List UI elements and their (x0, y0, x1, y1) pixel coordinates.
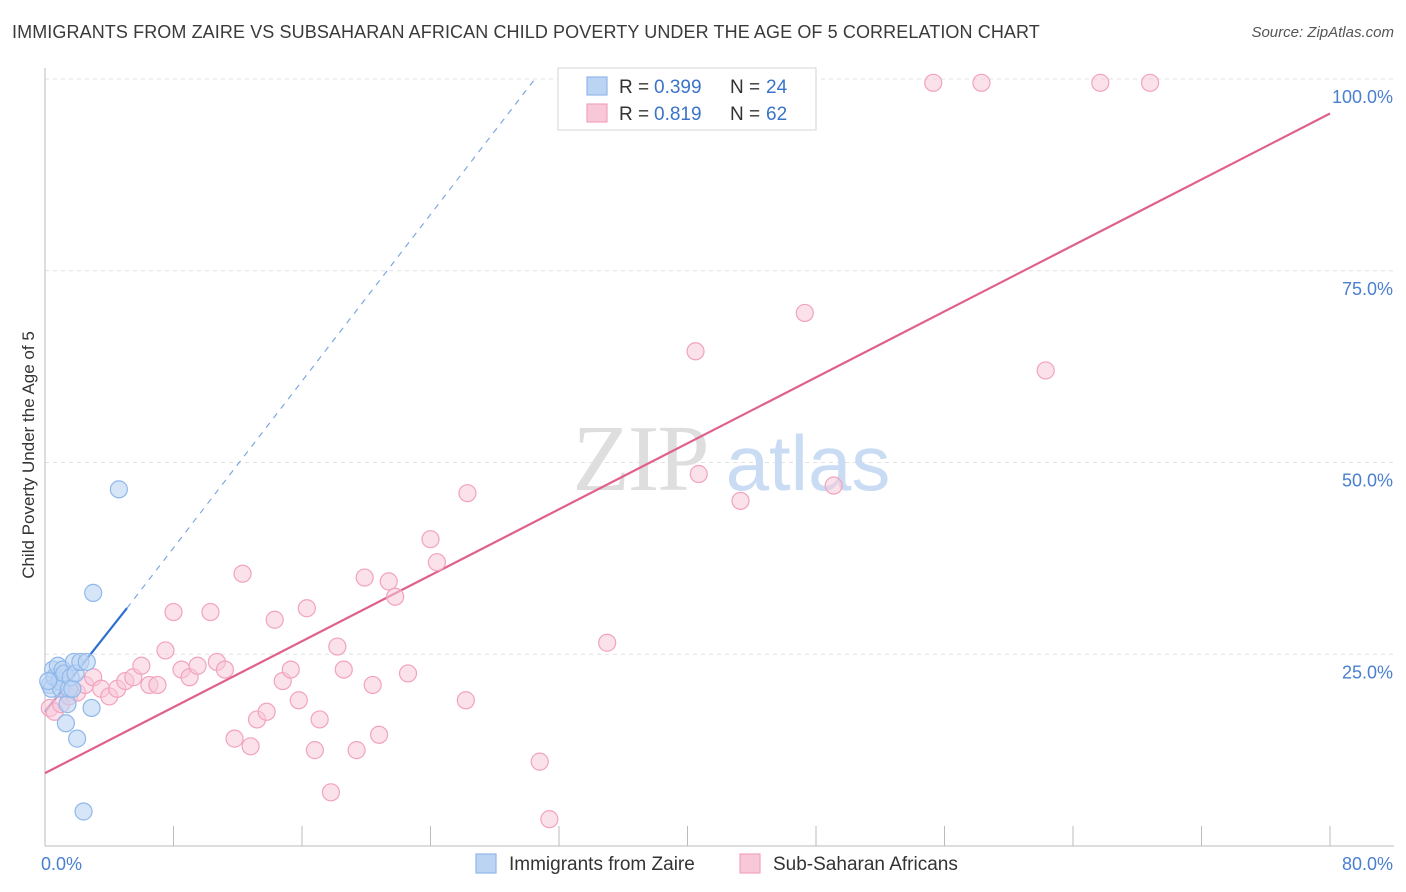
zaire-point-19 (77, 652, 96, 672)
subsaharan-point-52 (686, 342, 705, 361)
stats-n-value-0: 24 (766, 77, 788, 98)
zaire-point-16 (68, 729, 87, 748)
subsaharan-point-37 (334, 660, 353, 679)
y-tick-labels: 25.0% 50.0% 75.0% 100.0% (1332, 87, 1393, 682)
subsaharan-point-27 (257, 702, 276, 721)
stats-r-label-0: R = (619, 77, 649, 98)
subsaharan-point-49 (530, 752, 549, 771)
subsaharan-point-48 (458, 484, 477, 503)
chart-title: IMMIGRANTS FROM ZAIRE VS SUBSAHARAN AFRI… (12, 22, 1040, 42)
subsaharan-point-56 (824, 476, 843, 495)
subsaharan-point-19 (188, 656, 207, 675)
subsaharan-point-39 (355, 568, 374, 587)
subsaharan-point-32 (297, 599, 316, 618)
y-tick-label-1: 50.0% (1342, 471, 1393, 491)
subsaharan-point-53 (689, 464, 708, 484)
subsaharan-point-30 (281, 660, 300, 679)
subsaharan-point-51 (598, 633, 617, 652)
x-tick-label-1: 80.0% (1342, 854, 1393, 874)
stats-r-label-1: R = (619, 104, 649, 125)
subsaharan-point-16 (164, 602, 183, 622)
subsaharan-point-57 (924, 73, 943, 92)
subsaharan-point-20 (201, 602, 220, 622)
y-tick-label-0: 25.0% (1342, 662, 1393, 682)
subsaharan-point-34 (310, 710, 329, 729)
zaire-point-10 (58, 695, 77, 714)
bottom-legend-label-1: Sub-Saharan Africans (773, 854, 958, 875)
y-axis-label: Child Poverty Under the Age of 5 (19, 331, 38, 579)
subsaharan-point-24 (233, 564, 252, 583)
zaire-point-9 (56, 714, 75, 733)
subsaharan-point-25 (241, 737, 260, 756)
subsaharan-point-46 (427, 553, 447, 572)
stats-legend-swatch-1 (586, 103, 608, 123)
stats-legend: R = 0.399 N = 24 R = 0.819 N = 62 (557, 67, 817, 131)
subsaharan-point-31 (289, 691, 308, 710)
subsaharan-point-41 (370, 725, 389, 744)
zaire-point-20 (82, 698, 101, 718)
source-credit: Source: ZipAtlas.com (1251, 24, 1394, 41)
subsaharan-point-47 (456, 691, 475, 710)
subsaharan-point-38 (347, 741, 366, 760)
stats-legend-swatch-0 (586, 76, 608, 96)
subsaharan-point-61 (1140, 73, 1160, 92)
watermark-zip: ZIP (573, 407, 708, 511)
zaire-point-22 (109, 480, 128, 499)
subsaharan-point-22 (215, 660, 234, 679)
stats-r-value-0: 0.399 (654, 77, 702, 98)
subsaharan-point-45 (421, 530, 440, 549)
stats-r-value-1: 0.819 (654, 104, 702, 125)
subsaharan-point-15 (156, 641, 175, 660)
y-tick-label-3: 100.0% (1332, 87, 1393, 107)
bottom-legend: Immigrants from Zaire Sub-Saharan African… (475, 853, 958, 875)
zaire-point-23 (39, 671, 58, 691)
bottom-legend-swatch-0 (475, 853, 497, 874)
subsaharan-point-43 (386, 587, 405, 606)
subsaharan-point-33 (305, 741, 324, 760)
subsaharan-point-50 (540, 810, 559, 829)
bottom-legend-swatch-1 (739, 853, 761, 874)
stats-n-label-1: N = (730, 104, 760, 125)
subsaharan-point-23 (225, 729, 244, 748)
stats-n-value-1: 62 (766, 104, 787, 125)
zaire-trend-extension (126, 78, 536, 609)
zaire-point-13 (63, 679, 82, 698)
subsaharan-point-14 (148, 675, 167, 695)
subsaharan-point-42 (379, 572, 398, 591)
zaire-point-21 (84, 583, 103, 602)
data-points (39, 73, 1160, 829)
stats-n-label-0: N = (730, 77, 760, 98)
subsaharan-point-12 (132, 656, 151, 675)
subsaharan-point-58 (972, 73, 991, 92)
subsaharan-point-55 (795, 303, 814, 323)
bottom-legend-label-0: Immigrants from Zaire (509, 854, 695, 875)
zaire-point-18 (74, 802, 93, 821)
subsaharan-trend-line (44, 112, 1331, 775)
subsaharan-point-59 (1036, 361, 1055, 380)
subsaharan-point-40 (363, 675, 382, 695)
x-tick-label-0: 0.0% (41, 854, 82, 874)
subsaharan-point-35 (321, 783, 341, 802)
y-tick-label-2: 75.0% (1342, 279, 1393, 299)
axes (44, 68, 1394, 847)
x-tick-labels: 0.0% 80.0% (41, 854, 1393, 874)
subsaharan-point-54 (731, 491, 750, 510)
subsaharan-point-36 (328, 637, 347, 656)
watermark: ZIP atlas (573, 407, 891, 511)
subsaharan-point-60 (1091, 73, 1110, 92)
subsaharan-point-44 (398, 664, 418, 683)
watermark-atlas: atlas (726, 419, 891, 507)
subsaharan-point-28 (265, 610, 284, 629)
